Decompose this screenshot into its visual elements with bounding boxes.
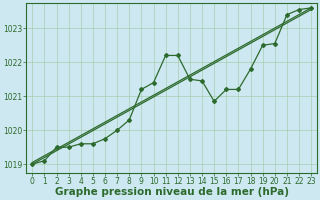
X-axis label: Graphe pression niveau de la mer (hPa): Graphe pression niveau de la mer (hPa) — [55, 187, 289, 197]
